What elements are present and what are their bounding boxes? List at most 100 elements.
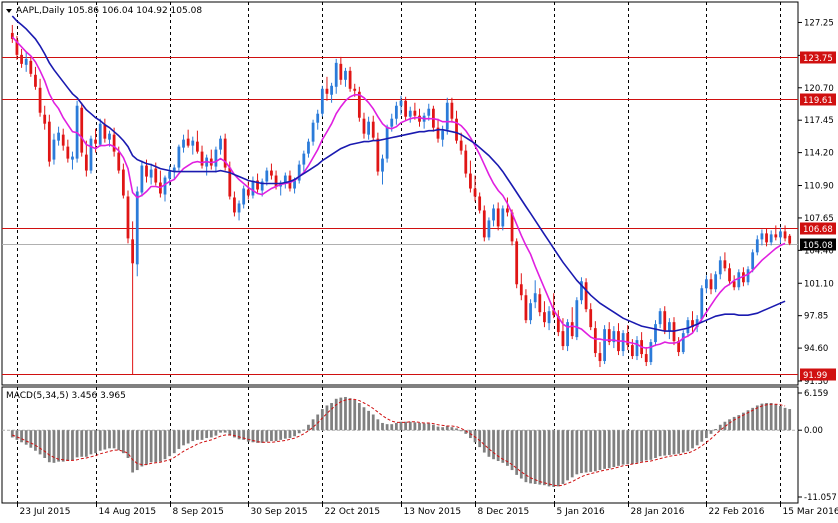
candle-bear[interactable] (103, 125, 106, 139)
candle-bull[interactable] (344, 71, 347, 80)
candle-bull[interactable] (302, 154, 305, 165)
candle-bear[interactable] (127, 196, 130, 238)
candle-bull[interactable] (252, 181, 255, 196)
candle-bear[interactable] (525, 295, 528, 320)
candle-bear[interactable] (589, 309, 592, 327)
candle-bull[interactable] (178, 147, 181, 168)
candle-bull[interactable] (705, 279, 708, 288)
candle-bull[interactable] (751, 252, 754, 269)
candle-bull[interactable] (603, 329, 606, 361)
candle-bear[interactable] (270, 171, 273, 176)
candle-bull[interactable] (215, 150, 218, 167)
candle-bear[interactable] (66, 147, 69, 159)
candle-bull[interactable] (25, 59, 28, 65)
candle-bull[interactable] (386, 127, 389, 159)
candle-bear[interactable] (145, 166, 148, 177)
candle-bull[interactable] (779, 231, 782, 237)
candle-bear[interactable] (469, 174, 472, 189)
candle-bear[interactable] (599, 353, 602, 361)
candle-bull[interactable] (492, 208, 495, 220)
candle-bull[interactable] (182, 140, 185, 148)
candle-bear[interactable] (774, 234, 777, 237)
candle-bull[interactable] (238, 203, 241, 212)
candle-bull[interactable] (71, 157, 74, 160)
candle-bear[interactable] (48, 122, 51, 162)
candle-bear[interactable] (233, 197, 236, 212)
candle-bull[interactable] (700, 288, 703, 319)
candle-bull[interactable] (441, 131, 444, 140)
candle-bull[interactable] (99, 124, 102, 145)
candle-bull[interactable] (649, 342, 652, 362)
candle-bear[interactable] (645, 354, 648, 362)
candle-bull[interactable] (307, 142, 310, 154)
candle-bear[interactable] (201, 152, 204, 166)
candle-bull[interactable] (367, 122, 370, 135)
candle-bear[interactable] (117, 153, 120, 171)
candle-bear[interactable] (538, 294, 541, 312)
candle-bull[interactable] (686, 320, 689, 333)
candle-bull[interactable] (168, 172, 171, 179)
candle-bear[interactable] (710, 279, 713, 289)
candle-bear[interactable] (520, 284, 523, 295)
candle-bull[interactable] (548, 311, 551, 323)
candle-bear[interactable] (474, 189, 477, 197)
candle-bear[interactable] (483, 210, 486, 237)
candle-bear[interactable] (353, 89, 356, 91)
candle-bull[interactable] (714, 274, 717, 289)
candle-bear[interactable] (497, 208, 500, 226)
candle-bull[interactable] (501, 208, 504, 226)
candle-bear[interactable] (247, 190, 250, 196)
candle-bear[interactable] (20, 55, 23, 64)
candle-bear[interactable] (187, 139, 190, 146)
candle-bull[interactable] (191, 141, 194, 146)
candle-bull[interactable] (529, 303, 532, 320)
candle-bull[interactable] (108, 134, 111, 140)
candle-bear[interactable] (571, 322, 574, 336)
candle-bull[interactable] (400, 101, 403, 106)
dropdown-arrow-icon[interactable] (6, 9, 12, 13)
candle-bull[interactable] (150, 170, 153, 178)
candle-bull[interactable] (756, 239, 759, 252)
candle-bull[interactable] (761, 233, 764, 239)
candle-bear[interactable] (788, 236, 791, 244)
candle-bear[interactable] (562, 331, 565, 346)
candle-bear[interactable] (464, 151, 467, 174)
candle-bear[interactable] (765, 233, 768, 242)
candle-bear[interactable] (326, 89, 329, 94)
candle-bear[interactable] (413, 111, 416, 116)
candle-bull[interactable] (316, 114, 319, 123)
candle-bull[interactable] (654, 324, 657, 342)
candle-bear[interactable] (349, 71, 352, 89)
candle-bear[interactable] (39, 88, 42, 113)
candle-bear[interactable] (94, 140, 97, 144)
candle-bear[interactable] (275, 176, 278, 187)
candle-bull[interactable] (446, 103, 449, 130)
candle-bull[interactable] (381, 159, 384, 172)
candle-bear[interactable] (631, 345, 634, 356)
candle-bear[interactable] (62, 135, 65, 146)
candle-bear[interactable] (85, 155, 88, 171)
candle-bear[interactable] (515, 241, 518, 284)
candle-bull[interactable] (488, 220, 491, 237)
candle-bear[interactable] (372, 122, 375, 138)
candle-bull[interactable] (219, 139, 222, 150)
candle-bear[interactable] (585, 282, 588, 309)
candle-bull[interactable] (770, 234, 773, 242)
candle-bear[interactable] (43, 115, 46, 124)
candle-bull[interactable] (409, 111, 412, 117)
candle-bear[interactable] (594, 328, 597, 353)
candle-bear[interactable] (626, 333, 629, 345)
candle-bull[interactable] (140, 166, 143, 193)
candle-bull[interactable] (575, 300, 578, 337)
candle-bull[interactable] (90, 139, 93, 171)
candle-bear[interactable] (363, 119, 366, 134)
candle-bull[interactable] (747, 269, 750, 282)
candle-bull[interactable] (330, 86, 333, 95)
candle-bull[interactable] (427, 109, 430, 116)
candle-bull[interactable] (57, 133, 60, 141)
candle-bear[interactable] (113, 135, 116, 152)
candle-bull[interactable] (668, 322, 671, 331)
candle-bear[interactable] (506, 208, 509, 212)
candle-bear[interactable] (376, 139, 379, 172)
